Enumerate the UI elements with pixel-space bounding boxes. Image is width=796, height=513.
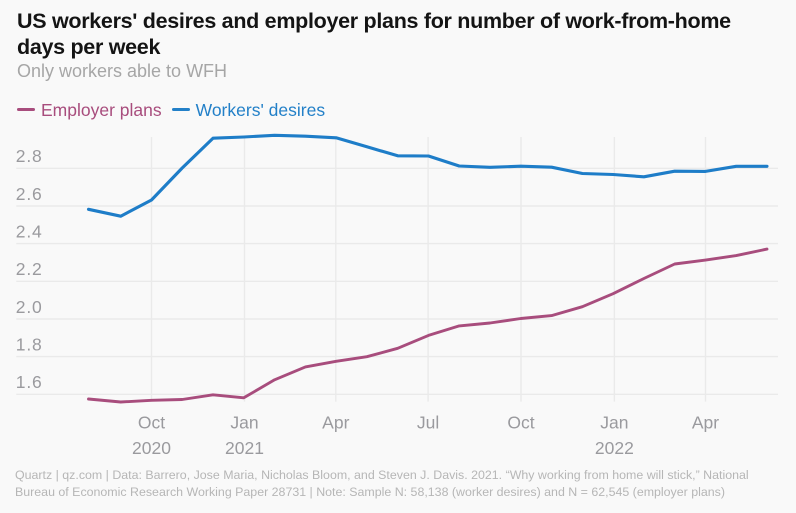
svg-text:Apr: Apr (692, 412, 719, 432)
svg-text:2021: 2021 (225, 438, 264, 458)
svg-text:1.8: 1.8 (16, 335, 43, 355)
svg-text:2.2: 2.2 (16, 259, 43, 279)
svg-text:Jan: Jan (600, 412, 628, 432)
svg-text:Jul: Jul (417, 412, 439, 432)
svg-text:Oct: Oct (507, 412, 534, 432)
svg-text:Oct: Oct (138, 412, 165, 432)
svg-text:2.8: 2.8 (16, 146, 43, 166)
svg-text:2.6: 2.6 (16, 184, 43, 204)
svg-text:Jan: Jan (230, 412, 258, 432)
svg-text:2.4: 2.4 (16, 222, 43, 242)
svg-text:2022: 2022 (595, 438, 634, 458)
svg-text:1.6: 1.6 (16, 372, 43, 392)
svg-text:Apr: Apr (322, 412, 349, 432)
svg-text:2020: 2020 (132, 438, 171, 458)
svg-text:2.0: 2.0 (16, 297, 43, 317)
